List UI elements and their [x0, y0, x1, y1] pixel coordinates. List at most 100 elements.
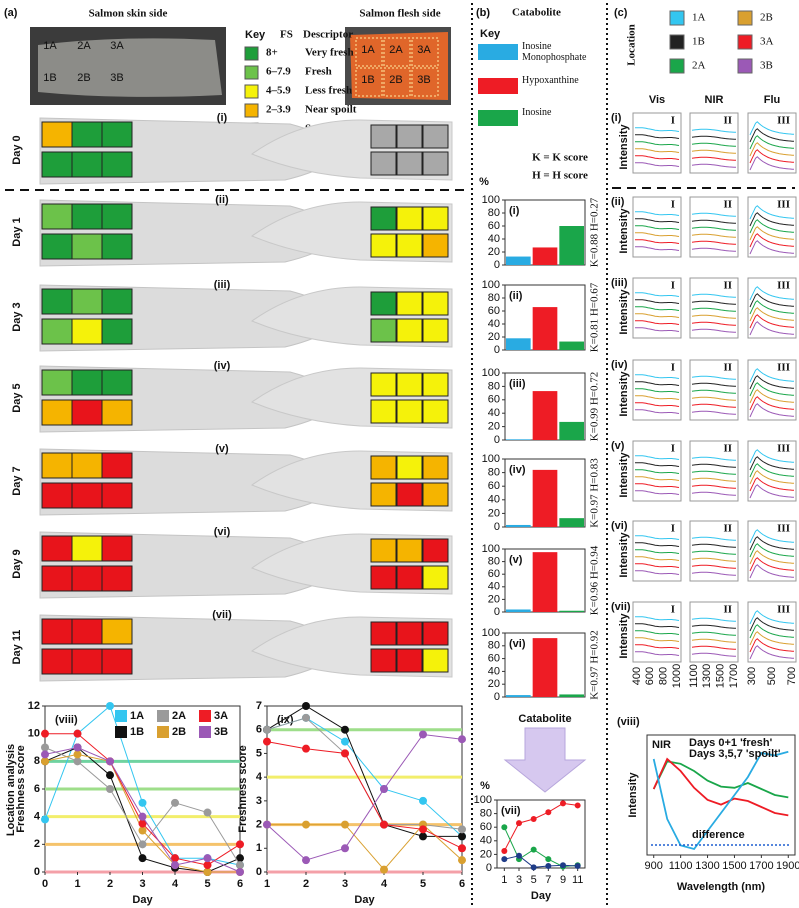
- y-tick-label: 2: [256, 818, 262, 830]
- legend-label: 3B: [214, 726, 228, 738]
- x-tick-label: 400: [631, 667, 643, 685]
- point: [341, 821, 349, 829]
- x-tick-label: 6: [459, 878, 465, 890]
- fs-cell: [42, 400, 72, 425]
- fs-cell: [423, 207, 448, 230]
- panel-label: (b): [476, 7, 490, 19]
- day-label: Day 5: [11, 383, 23, 412]
- x-axis-label: Day: [132, 894, 153, 906]
- point: [501, 824, 507, 830]
- point: [204, 809, 212, 817]
- panel-numeral: (vi): [214, 526, 231, 538]
- x-axis-label: Catabolite: [518, 713, 571, 725]
- x-tick-label: 1: [74, 878, 80, 890]
- bar: [506, 695, 531, 697]
- point: [419, 825, 427, 833]
- x-tick-label: 900: [645, 860, 663, 872]
- y-tick-label: 4: [34, 811, 41, 823]
- fs-cell: [397, 456, 422, 479]
- y-tick-label: 100: [482, 367, 500, 379]
- fs-cell: [102, 566, 132, 591]
- point: [458, 844, 466, 852]
- legend-label: 2B: [172, 726, 186, 738]
- y-tick-label: 20: [488, 507, 500, 519]
- point: [236, 868, 244, 876]
- x-tick-label: 4: [172, 878, 179, 890]
- chart-label: (vi): [509, 638, 526, 650]
- fs-cell: [397, 125, 422, 148]
- column-header: Flu: [764, 94, 781, 106]
- fs-cell: [72, 536, 102, 561]
- y-tick-label: 0: [494, 691, 500, 703]
- fs-cell: [423, 292, 448, 315]
- legend-swatch: [199, 710, 211, 722]
- column-header: NIR: [705, 94, 724, 106]
- key-descriptor: Near spoilt: [305, 104, 357, 116]
- point: [380, 866, 388, 874]
- legend-swatch: [670, 35, 684, 49]
- y-tick-label: 100: [482, 194, 500, 206]
- y-tick-label: 12: [28, 700, 40, 712]
- legend-label: 1B: [130, 726, 144, 738]
- point: [560, 862, 566, 868]
- legend-label: 3A: [760, 36, 774, 48]
- y-tick-label: 40: [488, 318, 500, 330]
- chart-label: (iv): [509, 464, 526, 476]
- fs-cell: [371, 152, 396, 175]
- fs-cell: [423, 566, 448, 589]
- legend-label: 1A: [130, 710, 144, 722]
- chart-label: (viii): [55, 714, 78, 726]
- legend-label: 2A: [172, 710, 186, 722]
- row-label: (iii): [611, 277, 628, 289]
- x-tick-label: 2: [107, 878, 113, 890]
- key-range: 8+: [266, 47, 278, 59]
- cell-label: II: [723, 523, 732, 535]
- point: [380, 785, 388, 793]
- fs-cell: [423, 456, 448, 479]
- legend-swatch: [199, 726, 211, 738]
- y-tick-label: 40: [488, 233, 500, 245]
- legend-label: 3B: [760, 60, 773, 72]
- legend-label: 3A: [214, 710, 228, 722]
- x-tick-label: 1300: [695, 860, 719, 872]
- cell-label: III: [777, 443, 790, 455]
- fs-cell: [102, 204, 132, 229]
- y-tick-label: 80: [488, 467, 500, 479]
- fs-cell: [371, 400, 396, 423]
- y-tick-label: 0: [494, 521, 500, 533]
- side-title: Salmon flesh side: [359, 8, 440, 20]
- cell-label: I: [671, 523, 675, 535]
- cell-label: I: [671, 604, 675, 616]
- point: [545, 809, 551, 815]
- x-tick-label: 5: [204, 878, 210, 890]
- fs-cell: [423, 373, 448, 396]
- point: [74, 744, 82, 752]
- fs-cell: [423, 400, 448, 423]
- fs-cell: [423, 483, 448, 506]
- score-annotation: K=0.97 H=0.92: [589, 630, 601, 700]
- bar: [506, 525, 531, 527]
- point: [263, 821, 271, 829]
- point: [171, 861, 179, 869]
- y-axis-label: Intensity: [618, 613, 630, 659]
- y-tick-label: 0: [494, 606, 500, 618]
- y-tick-label: 60: [488, 480, 500, 492]
- photo-label: 1A: [43, 40, 57, 52]
- point: [139, 813, 147, 821]
- key-label-box: Inosine Monophosphate: [522, 41, 604, 67]
- key-label-box: Inosine: [522, 107, 604, 133]
- y-tick-label: 0: [494, 259, 500, 271]
- point: [302, 745, 310, 753]
- fs-cell: [397, 292, 422, 315]
- point: [531, 864, 537, 870]
- legend-swatch: [670, 11, 684, 25]
- fs-cell: [371, 622, 396, 645]
- x-tick-label: 1500: [715, 664, 727, 688]
- point: [171, 799, 179, 807]
- y-tick-label: 0: [494, 344, 500, 356]
- y-tick-label: 100: [482, 543, 500, 555]
- x-tick-label: 1900: [776, 860, 799, 872]
- cell-label: III: [777, 523, 790, 535]
- point: [204, 861, 212, 869]
- fs-cell: [371, 292, 396, 315]
